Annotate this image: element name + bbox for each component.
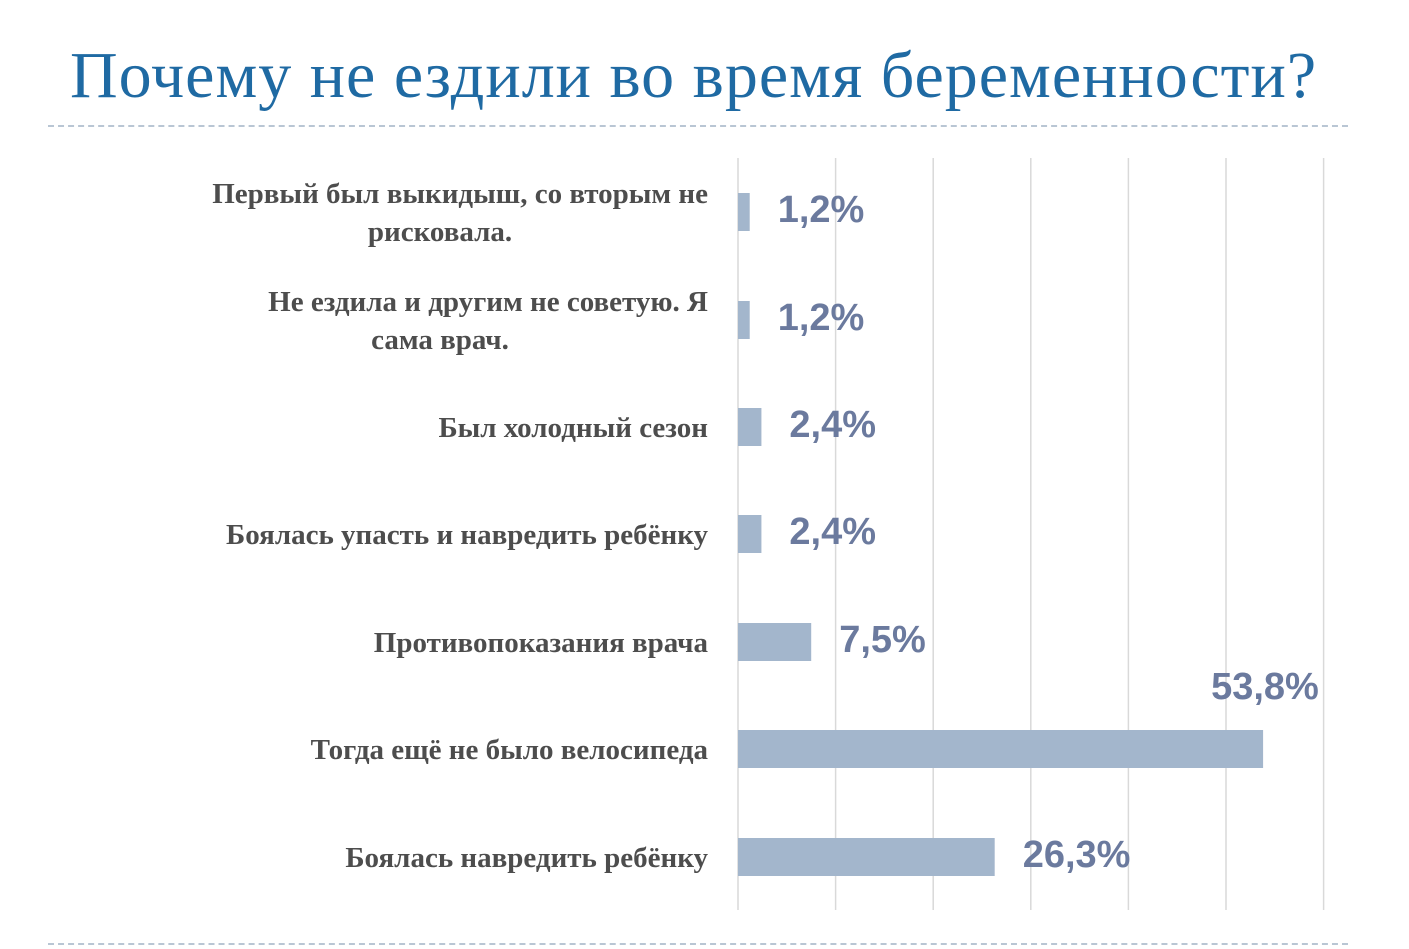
value-label: 1,2%	[778, 297, 865, 339]
category-label: Боялась упасть и навредить ребёнку	[226, 519, 708, 551]
title-divider	[48, 125, 1348, 127]
category-label: рисковала.	[368, 216, 512, 248]
category-label: Первый был выкидыш, со вторым не	[212, 178, 708, 210]
value-label: 2,4%	[789, 404, 876, 446]
bar	[738, 838, 995, 876]
value-label: 1,2%	[778, 189, 865, 231]
category-label: Противопоказания врача	[374, 627, 709, 659]
value-label: 26,3%	[1023, 834, 1131, 876]
category-label: сама врач.	[371, 324, 509, 356]
value-label: 7,5%	[839, 619, 926, 661]
chart-title: Почему не ездили во время беременности?	[70, 39, 1318, 112]
bar	[738, 408, 762, 446]
bar	[738, 193, 750, 231]
bar	[738, 301, 750, 339]
footer-divider	[48, 943, 1348, 945]
category-label: Тогда ещё не было велосипеда	[311, 734, 709, 766]
bar	[738, 515, 762, 553]
category-label: Не ездила и другим не советую. Я	[268, 286, 708, 318]
category-label: Боялась навредить ребёнку	[345, 842, 708, 874]
value-label: 53,8%	[1211, 666, 1319, 708]
category-label: Был холодный сезон	[438, 412, 708, 444]
value-label: 2,4%	[789, 511, 876, 553]
bar	[738, 623, 812, 661]
bar	[738, 730, 1264, 768]
